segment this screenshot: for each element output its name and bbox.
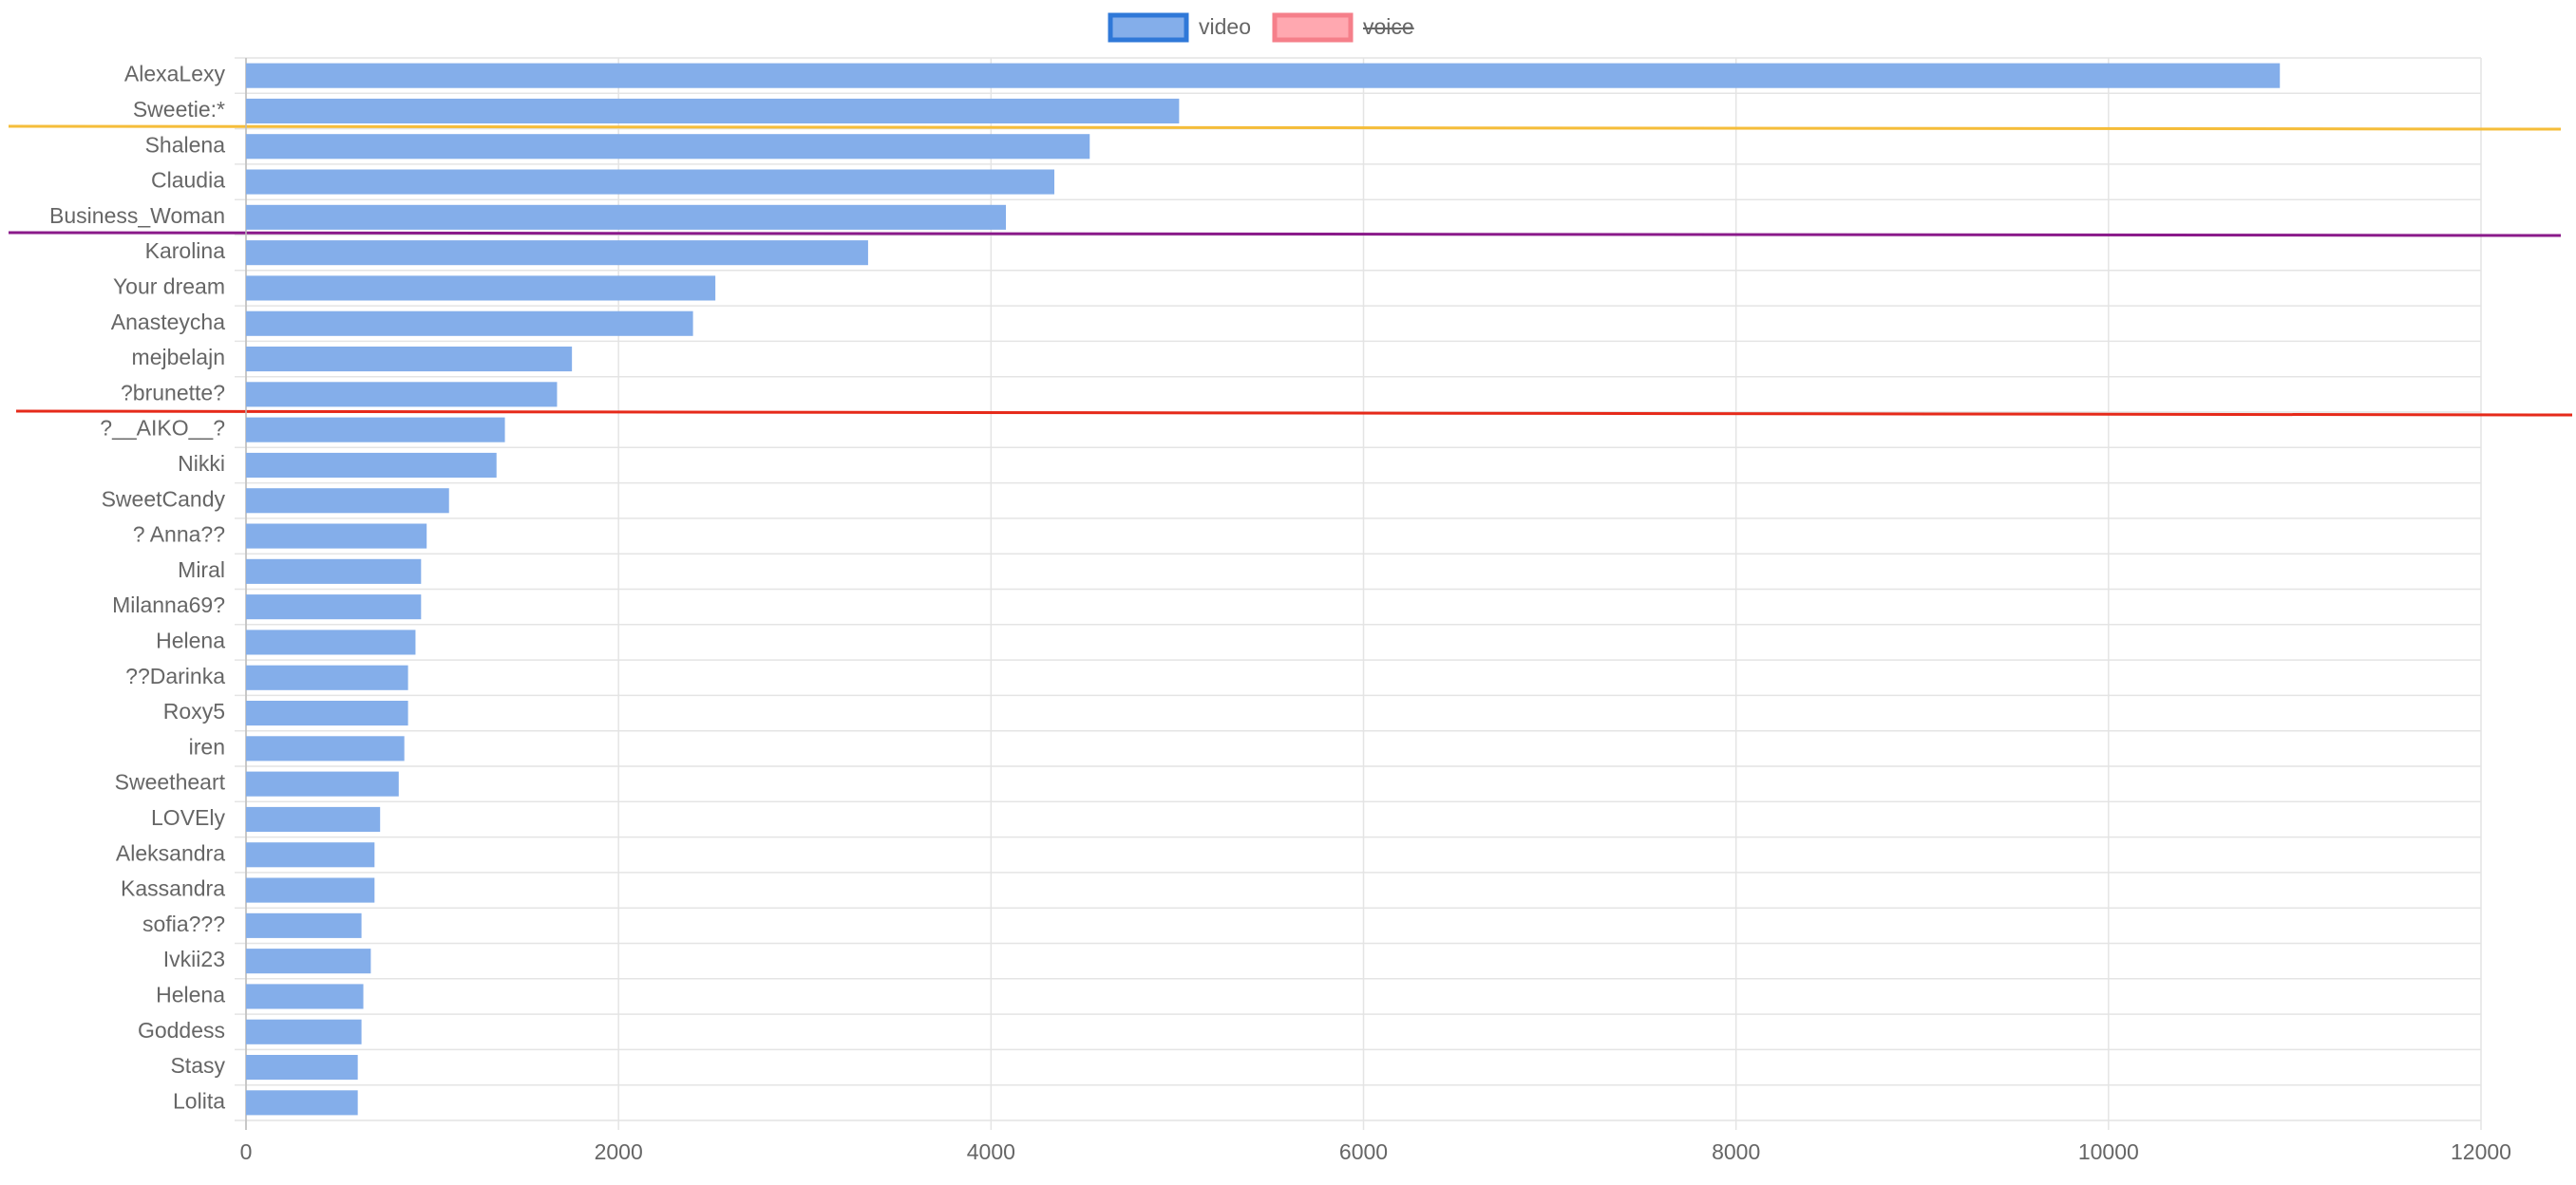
y-tick-label: Your dream xyxy=(113,274,225,299)
legend-label: voice xyxy=(1363,14,1414,39)
bar xyxy=(246,842,375,868)
bar xyxy=(246,594,422,620)
bar xyxy=(246,771,399,797)
bar xyxy=(246,1019,362,1044)
y-tick-label: Karolina xyxy=(145,238,226,263)
y-tick-label: iren xyxy=(189,734,225,759)
y-tick-label: ?__AIKO__? xyxy=(100,416,225,441)
x-tick-label: 8000 xyxy=(1712,1139,1760,1164)
bar xyxy=(246,63,2281,88)
y-tick-label: Sweetheart xyxy=(115,770,226,795)
annotation-line xyxy=(8,231,2562,237)
y-tick-label: Sweetie:* xyxy=(133,97,225,122)
bar xyxy=(246,382,558,407)
x-tick-label: 0 xyxy=(240,1139,253,1164)
annotation-line xyxy=(15,409,2573,417)
bar xyxy=(246,134,1090,160)
legend-swatch xyxy=(1272,12,1354,43)
y-tick-label: Aleksandra xyxy=(116,840,225,865)
y-tick-label: ? Anna?? xyxy=(133,522,225,547)
y-tick-label: Business_Woman xyxy=(49,203,225,228)
bar xyxy=(246,310,693,336)
y-tick-label: ?brunette? xyxy=(121,380,225,404)
y-tick-label: Shalena xyxy=(145,132,226,157)
bar xyxy=(246,452,497,479)
bar xyxy=(246,1054,358,1081)
bar xyxy=(246,523,427,549)
y-tick-label: Kassandra xyxy=(121,876,225,901)
bar xyxy=(246,877,375,903)
y-tick-label: Helena xyxy=(156,983,225,1007)
y-tick-label: mejbelajn xyxy=(132,345,225,369)
y-tick-label: LOVEly xyxy=(151,805,225,830)
y-tick-label: Miral xyxy=(178,557,225,582)
y-tick-label: Claudia xyxy=(151,168,225,193)
y-tick-label: Nikki xyxy=(178,451,225,476)
bar xyxy=(246,240,868,266)
x-tick-label: 4000 xyxy=(967,1139,1015,1164)
y-tick-label: Stasy xyxy=(170,1053,225,1078)
bar xyxy=(246,949,371,974)
y-tick-label: ??Darinka xyxy=(125,664,225,688)
bar xyxy=(246,204,1007,230)
y-tick-label: SweetCandy xyxy=(102,486,226,511)
y-tick-label: Ivkii23 xyxy=(163,947,225,971)
bar xyxy=(246,984,364,1009)
bar xyxy=(246,98,1180,124)
legend-label: video xyxy=(1199,14,1251,39)
bar xyxy=(246,630,416,655)
bar xyxy=(246,346,573,372)
x-tick-label: 2000 xyxy=(595,1139,643,1164)
bar xyxy=(246,700,408,726)
bar xyxy=(246,665,408,690)
y-tick-label: Roxy5 xyxy=(163,699,225,724)
y-tick-label: Lolita xyxy=(173,1088,225,1113)
bar xyxy=(246,488,449,514)
bar xyxy=(246,806,381,833)
x-tick-label: 6000 xyxy=(1339,1139,1388,1164)
bar xyxy=(246,169,1055,195)
y-tick-label: Milanna69? xyxy=(112,592,225,617)
bar xyxy=(246,275,716,301)
bar xyxy=(246,912,362,938)
y-tick-label: Anasteycha xyxy=(111,310,225,334)
annotation-line xyxy=(8,124,2562,131)
bar xyxy=(246,417,505,442)
x-tick-label: 12000 xyxy=(2451,1139,2511,1164)
y-tick-label: sofia??? xyxy=(142,912,225,936)
y-tick-label: AlexaLexy xyxy=(124,62,226,86)
bar xyxy=(246,558,422,584)
legend-swatch xyxy=(1108,12,1189,43)
y-tick-label: Goddess xyxy=(138,1018,225,1043)
x-tick-label: 10000 xyxy=(2078,1139,2139,1164)
bar xyxy=(246,1090,358,1116)
bar xyxy=(246,736,405,762)
y-tick-label: Helena xyxy=(156,629,225,653)
